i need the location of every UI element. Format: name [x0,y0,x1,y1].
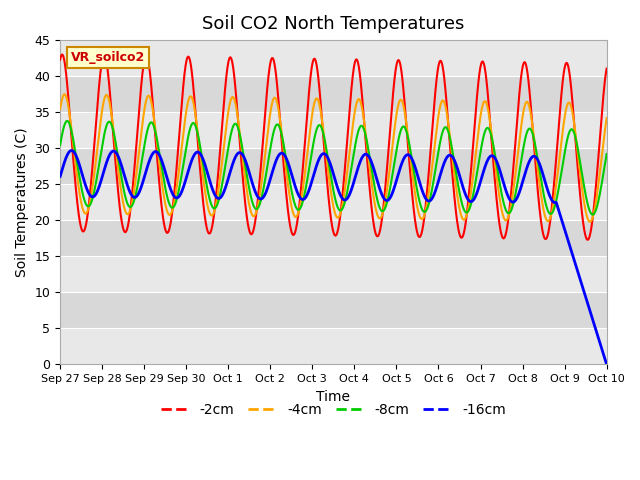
Bar [60,76,607,112]
Bar [60,148,607,184]
Title: Soil CO2 North Temperatures: Soil CO2 North Temperatures [202,15,465,33]
Bar [60,292,607,328]
X-axis label: Time: Time [316,390,350,404]
Bar [60,40,607,76]
Legend: -2cm, -4cm, -8cm, -16cm: -2cm, -4cm, -8cm, -16cm [155,397,511,422]
Text: VR_soilco2: VR_soilco2 [71,51,145,64]
Bar [60,184,607,220]
Bar [60,220,607,256]
Bar [60,112,607,148]
Y-axis label: Soil Temperatures (C): Soil Temperatures (C) [15,128,29,277]
Bar [60,328,607,364]
Bar [60,256,607,292]
